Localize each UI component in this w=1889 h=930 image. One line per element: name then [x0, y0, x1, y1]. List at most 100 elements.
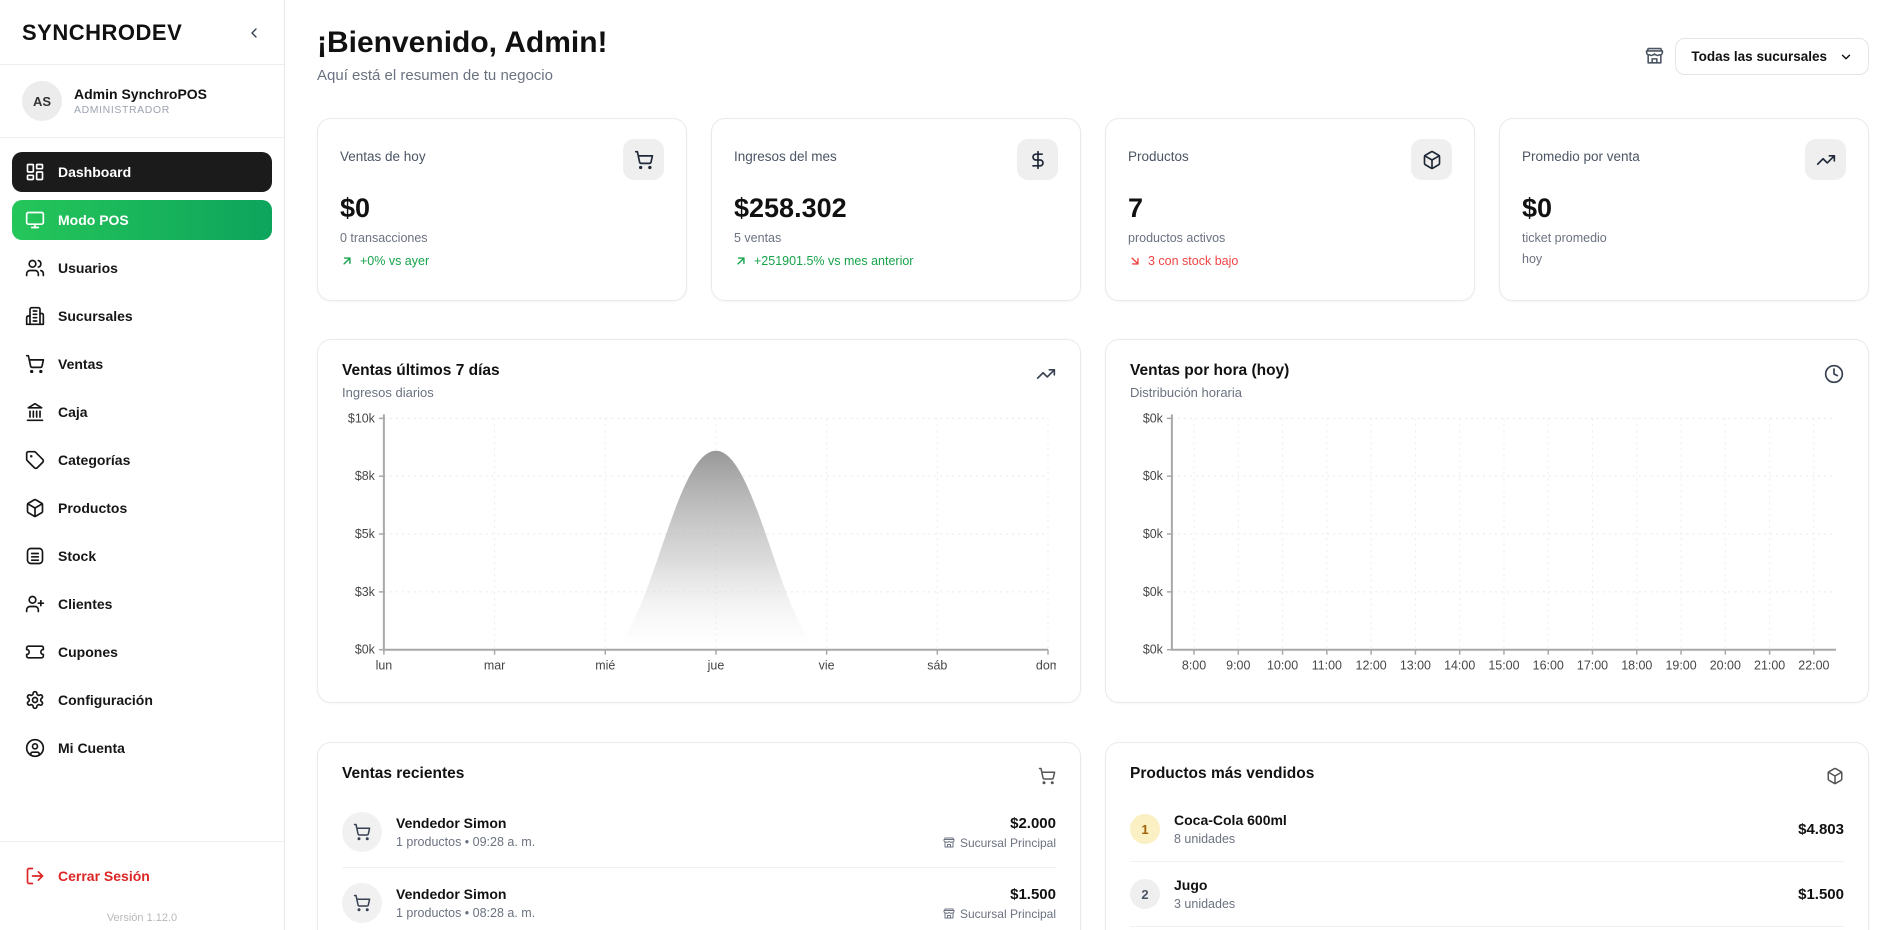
svg-text:19:00: 19:00 — [1665, 659, 1696, 673]
gear-icon — [25, 690, 45, 710]
sidebar-item-sucursales[interactable]: Sucursales — [12, 296, 272, 336]
svg-text:15:00: 15:00 — [1488, 659, 1519, 673]
sidebar-item-label: Productos — [58, 500, 128, 516]
sidebar-item-categorias[interactable]: Categorías — [12, 440, 272, 480]
svg-text:mar: mar — [484, 659, 505, 673]
charts-grid: Ventas últimos 7 días Ingresos diarios $… — [317, 339, 1869, 703]
arrow-up-right-icon — [340, 254, 354, 268]
sidebar: SYNCHRODEV AS Admin SynchroPOS ADMINISTR… — [0, 0, 285, 930]
stat-trend: +0% vs ayer — [340, 254, 664, 268]
sidebar-item-label: Sucursales — [58, 308, 133, 324]
page-title: ¡Bienvenido, Admin! — [317, 26, 608, 59]
product-row[interactable]: 2 Jugo 3 unidades $1.500 — [1130, 862, 1844, 927]
lists-grid: Ventas recientes Vendedor Simon 1 produc… — [317, 742, 1869, 930]
sale-row[interactable]: Vendedor Simon 1 productos • 09:28 a. m.… — [342, 797, 1056, 868]
rank-badge: 1 — [1130, 814, 1160, 844]
svg-text:jue: jue — [707, 659, 725, 673]
hourly-sales-chart: $0k $0k $0k $0k $0k 8:00 9:00 10:00 11:00 12:00 13… — [1143, 411, 1837, 673]
product-name: Jugo — [1174, 877, 1208, 893]
stat-trend: 3 con stock bajo — [1128, 254, 1452, 268]
package-icon — [1826, 767, 1844, 785]
sidebar-item-label: Modo POS — [58, 212, 129, 228]
trending-up-icon — [1805, 139, 1846, 180]
branch-select[interactable]: Todas las sucursales — [1675, 38, 1869, 75]
cart-icon — [342, 812, 382, 852]
svg-text:18:00: 18:00 — [1621, 659, 1652, 673]
sidebar-item-label: Usuarios — [58, 260, 118, 276]
branch-select-value: Todas las sucursales — [1691, 49, 1827, 64]
sidebar-item-label: Categorías — [58, 452, 131, 468]
store-icon — [943, 837, 955, 849]
sales-7days-chart: $0k $3k $5k $8k $10k lun mar mié jue vie sáb dom — [348, 411, 1056, 673]
sidebar-item-label: Configuración — [58, 692, 153, 708]
sidebar-item-label: Stock — [58, 548, 97, 564]
user-role: ADMINISTRADOR — [74, 104, 170, 116]
svg-text:9:00: 9:00 — [1226, 659, 1250, 673]
sidebar-item-caja[interactable]: Caja — [12, 392, 272, 432]
sidebar-item-cupones[interactable]: Cupones — [12, 632, 272, 672]
sale-seller: Vendedor Simon — [396, 815, 507, 831]
monitor-icon — [25, 210, 45, 230]
svg-text:11:00: 11:00 — [1312, 659, 1342, 673]
svg-text:21:00: 21:00 — [1754, 659, 1785, 673]
list-title: Productos más vendidos — [1130, 765, 1315, 782]
page-subtitle: Aquí está el resumen de tu negocio — [317, 67, 553, 84]
svg-text:$10k: $10k — [348, 411, 376, 425]
svg-text:$8k: $8k — [355, 469, 376, 483]
svg-text:17:00: 17:00 — [1577, 659, 1608, 673]
chart-title: Ventas por hora (hoy) — [1130, 362, 1290, 379]
sidebar-item-mi-cuenta[interactable]: Mi Cuenta — [12, 728, 272, 768]
sidebar-item-ventas[interactable]: Ventas — [12, 344, 272, 384]
package-icon — [25, 498, 45, 518]
package-icon — [1411, 139, 1452, 180]
sidebar-item-productos[interactable]: Productos — [12, 488, 272, 528]
stat-card-ventas-hoy: Ventas de hoy $0 0 transacciones +0% vs … — [317, 118, 687, 301]
stat-value: $258.302 — [734, 193, 847, 223]
brand-logo: SYNCHRODEV — [22, 20, 183, 45]
svg-text:vie: vie — [819, 659, 835, 673]
sidebar-item-label: Dashboard — [58, 164, 132, 180]
branch-area: Todas las sucursales — [1645, 38, 1869, 75]
svg-text:22:00: 22:00 — [1798, 659, 1829, 673]
sidebar-item-configuracion[interactable]: Configuración — [12, 680, 272, 720]
sidebar-menu: Dashboard Modo POS Usuarios Sucursales V… — [0, 138, 284, 841]
sidebar-item-dashboard[interactable]: Dashboard — [12, 152, 272, 192]
stat-title: Ventas de hoy — [340, 149, 426, 164]
sales-7days-card: Ventas últimos 7 días Ingresos diarios $… — [317, 339, 1081, 703]
sidebar-item-usuarios[interactable]: Usuarios — [12, 248, 272, 288]
sidebar-item-label: Mi Cuenta — [58, 740, 125, 756]
users-icon — [25, 258, 45, 278]
logout-label: Cerrar Sesión — [58, 868, 150, 884]
sale-seller: Vendedor Simon — [396, 886, 507, 902]
product-name: Coca-Cola 600ml — [1174, 812, 1287, 828]
stat-title: Ingresos del mes — [734, 149, 837, 164]
logout-icon — [25, 866, 45, 886]
chevron-down-icon — [1839, 50, 1853, 64]
dashboard-grid-icon — [25, 162, 45, 182]
arrow-up-right-icon — [734, 254, 748, 268]
cart-icon — [25, 354, 45, 374]
bank-icon — [25, 402, 45, 422]
sale-branch: Sucursal Principal — [943, 907, 1056, 921]
store-icon — [943, 908, 955, 920]
main-content: ¡Bienvenido, Admin! Aquí está el resumen… — [285, 0, 1889, 930]
sidebar-collapse-button[interactable] — [246, 25, 262, 41]
sale-meta: 1 productos • 09:28 a. m. — [396, 835, 536, 849]
stat-subtitle: 0 transacciones — [340, 231, 428, 245]
sale-amount: $2.000 — [1010, 814, 1056, 832]
sidebar-user: AS Admin SynchroPOS ADMINISTRADOR — [0, 65, 284, 138]
stat-trend: +251901.5% vs mes anterior — [734, 254, 1058, 268]
sidebar-item-label: Cupones — [58, 644, 118, 660]
stat-value: $0 — [340, 193, 371, 223]
sidebar-item-stock[interactable]: Stock — [12, 536, 272, 576]
app-version: Versión 1.12.0 — [106, 912, 178, 924]
product-row[interactable]: 1 Coca-Cola 600ml 8 unidades $4.803 — [1130, 797, 1844, 862]
sidebar-item-modo-pos[interactable]: Modo POS — [12, 200, 272, 240]
svg-text:$0k: $0k — [355, 643, 376, 657]
sale-row[interactable]: Vendedor Simon 1 productos • 08:28 a. m.… — [342, 868, 1056, 930]
hourly-sales-card: Ventas por hora (hoy) Distribución horar… — [1105, 339, 1869, 703]
top-products-card: Productos más vendidos 1 Coca-Cola 600ml… — [1105, 742, 1869, 930]
sidebar-item-clientes[interactable]: Clientes — [12, 584, 272, 624]
logout-button[interactable]: Cerrar Sesión — [12, 856, 272, 896]
